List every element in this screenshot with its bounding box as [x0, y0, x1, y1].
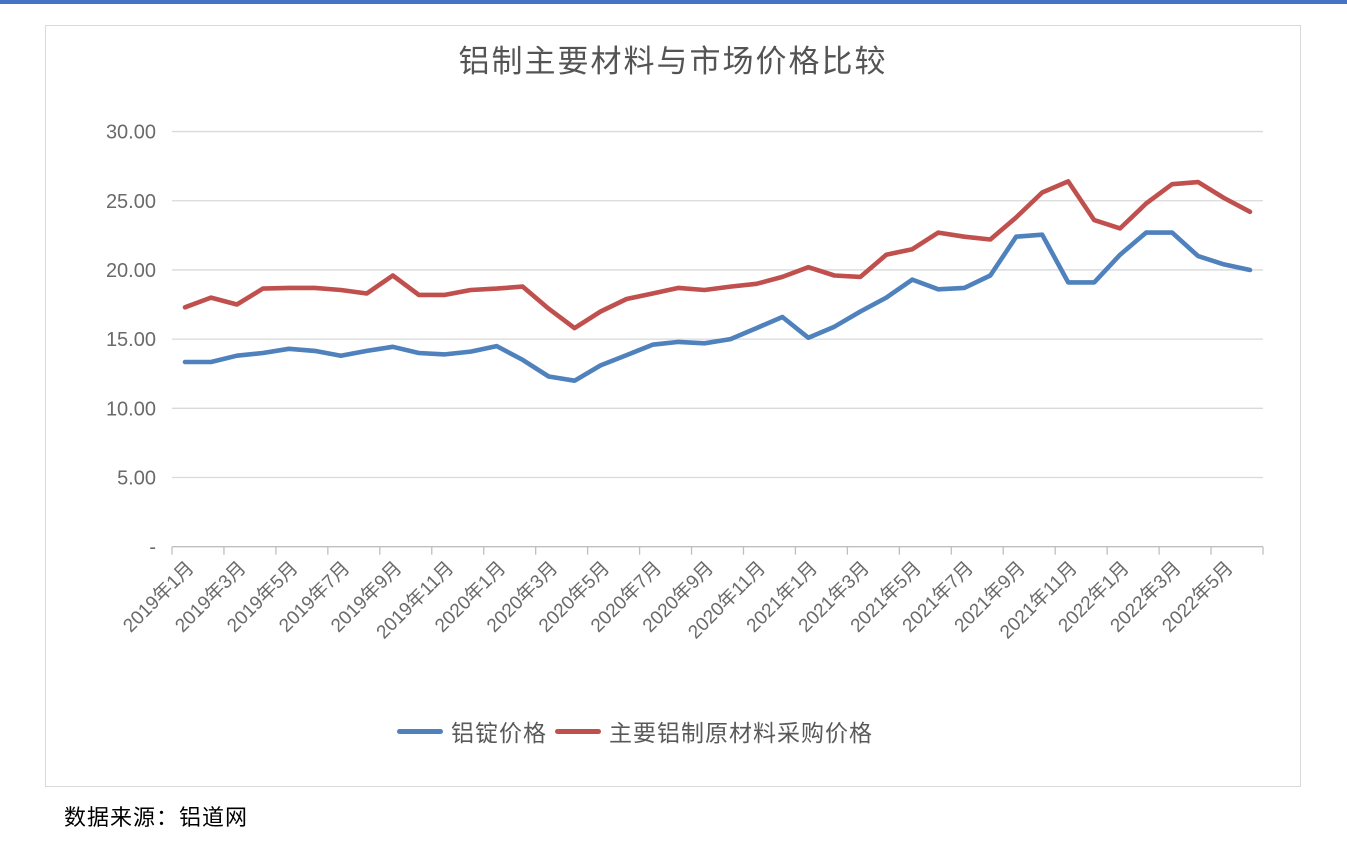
y-tick-label: 20.00: [106, 260, 156, 282]
series-line-0: [182, 230, 1253, 384]
series-line-1: [182, 179, 1253, 331]
y-tick-label: 30.00: [106, 122, 156, 144]
price-comparison-chart: [45, 25, 1301, 787]
data-source-note: 数据来源：铝道网: [64, 805, 249, 830]
legend-item-0: 铝锭价格: [397, 714, 547, 748]
legend-label: 铝锭价格: [451, 721, 547, 746]
legend-swatch-icon: [397, 728, 443, 734]
legend-item-1: 主要铝制原材料采购价格: [555, 714, 873, 748]
y-tick-label: 10.00: [106, 398, 156, 420]
y-tick-label: 25.00: [106, 191, 156, 213]
chart-title: 铝制主要材料与市场价格比较: [458, 44, 888, 79]
y-tick-label: 15.00: [106, 329, 156, 351]
y-tick-label: 5.00: [117, 468, 156, 490]
chart-legend: 铝锭价格 主要铝制原材料采购价格: [45, 714, 1225, 748]
page-top-rule: [0, 0, 1347, 4]
legend-label: 主要铝制原材料采购价格: [609, 721, 873, 746]
y-tick-label: -: [149, 537, 156, 559]
legend-swatch-icon: [555, 728, 601, 734]
